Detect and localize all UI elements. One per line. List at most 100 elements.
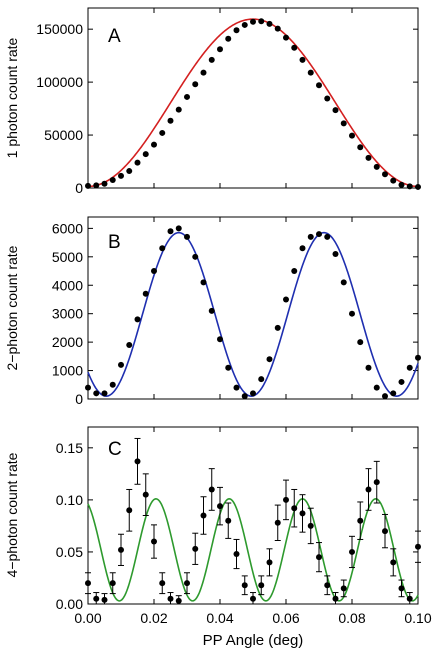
data-point-c — [373, 479, 380, 486]
data-point-c — [349, 548, 355, 555]
data-point-b — [406, 364, 413, 371]
panel-a-frame — [87, 7, 419, 189]
data-point-a — [258, 18, 265, 25]
data-point-c — [184, 580, 190, 587]
data-point-a — [357, 144, 364, 151]
data-point-c — [415, 543, 421, 550]
data-point-a — [349, 132, 355, 139]
data-point-c — [241, 582, 248, 589]
data-point-b — [85, 384, 91, 391]
data-point-a — [208, 56, 215, 63]
data-point-b — [365, 364, 372, 371]
data-point-a — [406, 183, 413, 190]
data-point-a — [291, 44, 298, 51]
data-point-b — [241, 393, 248, 400]
data-point-b — [291, 268, 298, 275]
data-point-a — [85, 182, 91, 189]
data-point-c — [406, 595, 413, 602]
data-point-a — [241, 21, 248, 28]
data-point-c — [175, 597, 182, 604]
data-point-c — [101, 596, 108, 603]
data-point-c — [283, 496, 289, 503]
y-tick-label-c-3: 0.15 — [56, 440, 83, 456]
data-point-b — [258, 376, 265, 383]
data-point-c — [109, 580, 116, 587]
y-tick-label-c-2: 0.10 — [56, 492, 83, 508]
data-point-b — [332, 250, 339, 257]
data-point-b — [316, 231, 322, 238]
y-tick-label-c-0: 0.00 — [56, 596, 83, 612]
data-point-b — [250, 390, 256, 397]
x-axis-label: PP Angle (deg) — [203, 632, 304, 649]
data-point-c — [142, 491, 149, 498]
data-point-c — [266, 559, 273, 566]
panel-a-ylabel: 1 photon count rate — [4, 37, 20, 158]
panel-b: B 2−photon count rate 0 1000 2000 3000 4000 5… — [4, 216, 421, 407]
data-point-a — [316, 82, 322, 89]
data-point-c — [340, 585, 347, 592]
y-tick-label-b-3: 3000 — [52, 306, 83, 322]
data-point-a — [184, 93, 190, 100]
panel-a: A 1 photon count rate 0 50000 100000 150000 — [4, 7, 421, 196]
data-point-a — [167, 117, 174, 124]
x-tick-label-4: 0.08 — [338, 610, 365, 626]
data-point-b — [274, 324, 281, 331]
data-point-a — [118, 172, 124, 179]
data-point-c — [118, 546, 124, 553]
data-point-c — [274, 519, 281, 526]
data-point-a — [299, 56, 306, 63]
data-point-c — [200, 512, 207, 519]
data-point-a — [324, 95, 331, 102]
data-point-a — [192, 81, 199, 88]
data-point-b — [109, 381, 116, 388]
data-point-a — [266, 20, 273, 27]
data-point-a — [398, 181, 405, 188]
data-point-b — [357, 339, 364, 346]
y-tick-label-c-1: 0.05 — [56, 544, 83, 560]
data-point-a — [373, 163, 380, 170]
data-point-b — [159, 245, 166, 252]
x-tick-label-2: 0.04 — [206, 610, 233, 626]
data-point-b — [233, 384, 240, 391]
panel-c-label: C — [108, 439, 122, 460]
panel-b-label: B — [108, 232, 121, 253]
fit-curve-c — [87, 498, 419, 602]
data-point-b — [93, 390, 100, 397]
data-point-a — [415, 183, 421, 190]
data-point-a — [233, 27, 240, 34]
panel-b-ylabel: 2−photon count rate — [4, 245, 20, 370]
data-point-a — [109, 177, 116, 184]
data-point-a — [307, 69, 314, 76]
data-point-a — [390, 177, 397, 184]
y-tick-label-a-1: 50000 — [44, 127, 83, 143]
data-point-c — [217, 503, 223, 510]
data-point-b — [415, 354, 421, 361]
data-point-a — [382, 171, 388, 178]
data-point-b — [307, 233, 314, 240]
data-point-b — [175, 225, 182, 232]
data-point-c — [233, 551, 240, 558]
data-point-b — [101, 390, 108, 397]
data-point-b — [134, 316, 141, 323]
data-point-b — [340, 279, 347, 286]
data-point-c — [134, 458, 141, 465]
data-point-c — [332, 595, 339, 602]
data-point-c — [225, 517, 232, 524]
x-tick-label-3: 0.06 — [272, 610, 299, 626]
data-point-a — [200, 69, 207, 76]
y-tick-label-a-3: 150000 — [36, 21, 83, 37]
data-point-c — [250, 595, 256, 602]
data-point-b — [398, 378, 405, 385]
fit-curve-b — [87, 231, 419, 397]
data-point-b — [382, 393, 388, 400]
data-point-c — [324, 582, 331, 589]
data-point-a — [101, 180, 108, 187]
data-point-a — [274, 25, 281, 32]
x-tick-label-5: 0.10 — [404, 610, 431, 626]
data-point-a — [332, 107, 339, 114]
data-point-b — [349, 310, 355, 317]
data-point-c — [151, 538, 157, 545]
data-point-a — [159, 129, 166, 136]
data-point-b — [192, 253, 199, 260]
